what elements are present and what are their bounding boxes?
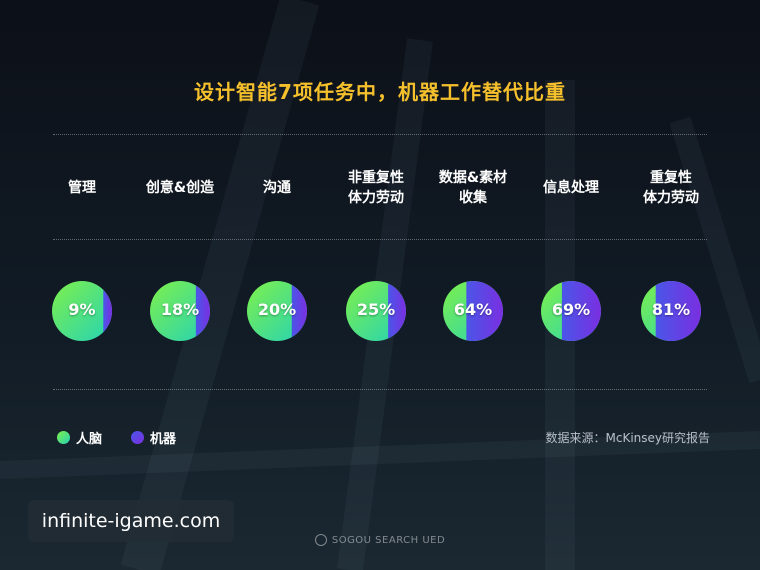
- category-label-1: 管理: [68, 180, 96, 196]
- legend-human-label: 人脑: [76, 431, 103, 447]
- legend-machine: 机器: [131, 428, 177, 447]
- divider-top: [53, 134, 707, 135]
- data-source: 数据来源：McKinsey研究报告: [545, 431, 711, 445]
- category-label-7: 重复性 体力劳动: [643, 170, 699, 206]
- pie-1-value-label: 9%: [68, 300, 96, 319]
- pie-2-value-label: 18%: [160, 300, 200, 319]
- pie-6-value-label: 69%: [551, 300, 591, 319]
- legend-machine-swatch: [131, 430, 144, 444]
- divider-bottom: [53, 389, 707, 390]
- pie-7-machine: [655, 281, 701, 341]
- pie-4: [346, 281, 406, 341]
- pie-4-value-label: 25%: [356, 300, 396, 319]
- pie-5-value-label: 64%: [453, 300, 493, 319]
- pie-7-value-label: 81%: [651, 300, 691, 319]
- sogou-logo-icon: [314, 534, 327, 546]
- pie-3-value-label: 20%: [257, 300, 297, 319]
- pie-6-machine: [561, 281, 601, 341]
- pie-3-machine: [291, 284, 307, 338]
- category-label-4: 非重复性 体力劳动: [348, 170, 404, 206]
- pie-4-machine: [388, 283, 406, 339]
- pie-6: [541, 281, 601, 341]
- category-label-3: 沟通: [263, 180, 291, 196]
- pie-2-machine: [195, 285, 210, 337]
- pie-3: [247, 281, 307, 341]
- chart-title: 设计智能7项任务中，机器工作替代比重: [194, 80, 566, 104]
- category-label-2: 创意&创造: [145, 180, 215, 196]
- footer-text: SOGOU SEARCH UED: [331, 534, 446, 546]
- pie-1-machine: [103, 289, 112, 333]
- pie-2: [150, 281, 210, 341]
- legend-machine-label: 机器: [150, 431, 177, 447]
- pie-2-human: [150, 281, 210, 341]
- watermark: infinite-igame.com: [28, 500, 234, 542]
- category-label-5: 数据&素材 收集: [438, 170, 508, 206]
- pie-5-machine: [466, 281, 503, 341]
- divider-middle: [53, 239, 707, 240]
- pie-1-human: [52, 281, 112, 341]
- category-label-6: 信息处理: [543, 180, 599, 196]
- footer: SOGOU SEARCH UED: [0, 534, 760, 546]
- pie-1: [52, 281, 112, 341]
- legend-human-swatch: [57, 430, 70, 444]
- pie-7: [641, 281, 701, 341]
- pie-5: [443, 281, 503, 341]
- legend-human: 人脑: [57, 428, 103, 447]
